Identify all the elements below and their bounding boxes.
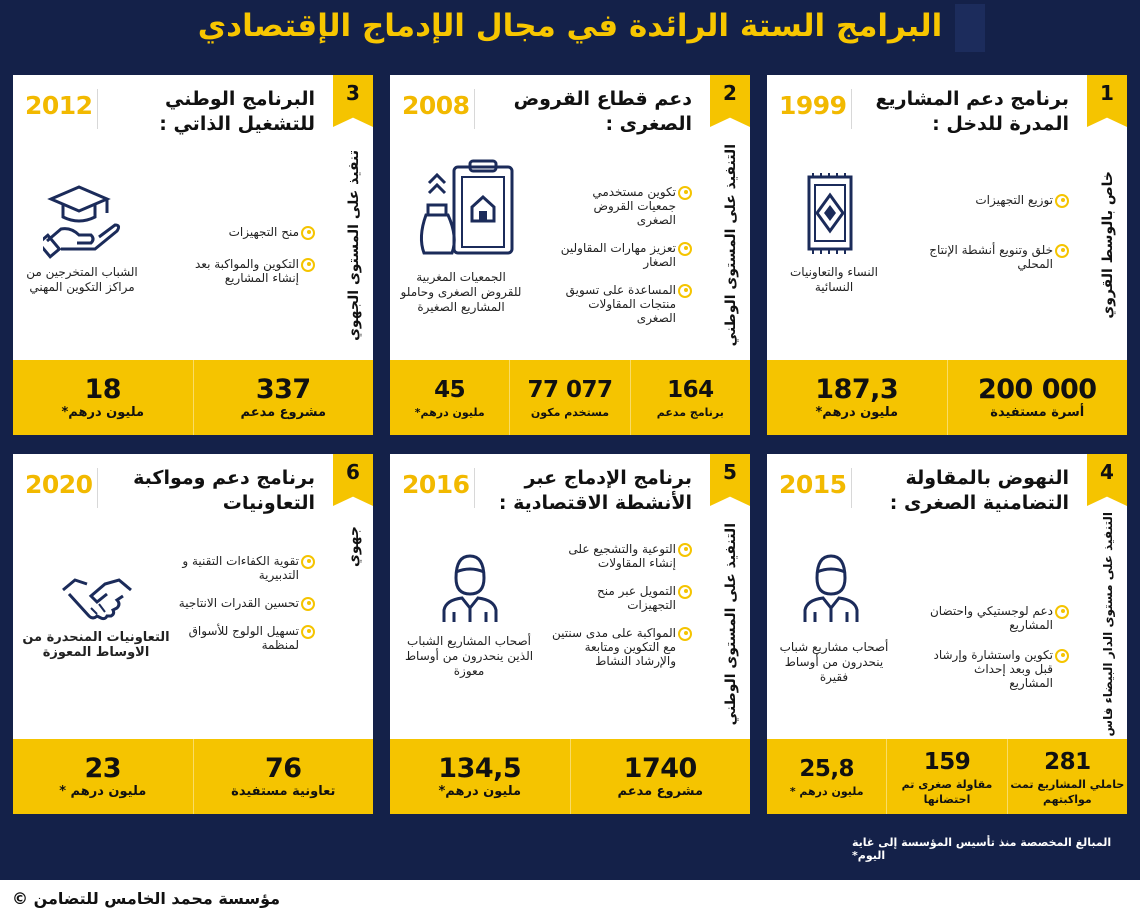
year-divider [97, 89, 98, 129]
stat-item: 281 حاملي المشاريع تمت مواكبتهم [1010, 748, 1125, 806]
stat-item: 200 000 أسرة مستفيدة [977, 374, 1097, 421]
card-title: برنامج الإدماج عبر الأنشطة الاقتصادية : [498, 467, 692, 514]
rug-icon [803, 173, 857, 259]
card-number-badge: 2 [710, 75, 750, 127]
bullet-item: تكوين مستخدمي جمعيات القروض الصغرى [552, 185, 692, 227]
card-beneficiary: التعاونيات المنحدرة من الاوساط المعوزة [22, 630, 170, 660]
bullet-item: توزيع التجهيزات [929, 193, 1069, 208]
stat-item: 23 مليون درهم * [13, 739, 194, 814]
program-card-6: 6 جهوي برنامج دعم ومواكبة التعاونيات 202… [13, 454, 373, 814]
card-number-badge: 5 [710, 454, 750, 506]
card-number-badge: 3 [333, 75, 373, 127]
card-title: دعم قطاع القروض الصغرى : [513, 88, 692, 135]
money-bag-clipboard-icon [414, 157, 524, 261]
stat-item: 77 077 مستخدم مكون [510, 360, 631, 435]
program-card-3: 3 تنفيذ على المستوى الجهوي البرنامج الوط… [13, 75, 373, 435]
card-year: 2020 [25, 470, 93, 499]
card-bullets: منح التجهيزات التكوين والمواكبة بعد إنشا… [175, 225, 315, 299]
stat-item: 187,3 مليون درهم* [767, 360, 948, 435]
bullet-item: تقوية الكفاءات التقنية و التدبيرية [165, 554, 315, 582]
card-stats: 1740 مشروع مدعم 134,5 مليون درهم* [390, 739, 750, 814]
stat-item: 159 مقاولة صغرى تم احتضانها [887, 739, 1008, 814]
card-bullets: توزيع التجهيزات خلق وتنويع أنشطة الإنتاج… [929, 193, 1069, 285]
card-stats: 76 تعاونية مستفيدة 23 مليون درهم * [13, 739, 373, 814]
stat-item: 1740 مشروع مدعم [617, 753, 703, 800]
bullet-item: منح التجهيزات [175, 225, 315, 240]
program-card-2: 2 التنفيذ على المستوى الوطني دعم قطاع ال… [390, 75, 750, 435]
card-vertical-label: التنفيذ على المستوى الوطني [723, 522, 739, 726]
card-beneficiary: الشباب المتخرجين من مراكز التكوين المهني [26, 265, 138, 294]
card-year: 2008 [402, 91, 470, 120]
card-stats: 337 مشروع مدعم 18 مليون درهم* [13, 360, 373, 435]
card-vertical-label: تنفيذ على المستوى الجهوي [346, 149, 362, 341]
year-divider [851, 89, 852, 129]
stat-item: 45 مليون درهم* [390, 360, 511, 435]
person-icon [803, 552, 859, 628]
card-beneficiary: النساء والتعاونيات النسائية [790, 265, 878, 294]
card-number-badge: 1 [1087, 75, 1127, 127]
bullet-item: تسهيل الولوج للأسواق لمنظمة [165, 624, 315, 652]
card-beneficiary: أصحاب المشاريع الشباب الذين ينحدرون من أ… [404, 634, 534, 678]
card-title: البرنامج الوطني للتشغيل الذاتي : [159, 88, 315, 135]
stat-item: 76 تعاونية مستفيدة [231, 753, 336, 800]
card-title: النهوض بالمقاولة التضامنية الصغرى : [889, 467, 1069, 514]
funding-note: المبالغ المخصصة منذ تأسيس المؤسسة إلى غا… [852, 836, 1112, 862]
footer-credit: مؤسسة محمد الخامس للتضامن © [12, 889, 281, 908]
card-beneficiary: الجمعيات المغربية للقروض الصغرى وحاملو ا… [400, 270, 522, 314]
card-stats: 164 برنامج مدعم 77 077 مستخدم مكون 45 مل… [390, 360, 750, 435]
card-bullets: تكوين مستخدمي جمعيات القروض الصغرى تعزيز… [552, 185, 692, 339]
year-divider [474, 89, 475, 129]
graduation-cap-hand-icon [36, 183, 123, 263]
bullet-item: المساعدة على تسويق منتجات المقاولات الصغ… [552, 283, 692, 325]
card-beneficiary: أصحاب مشاريع شباب ينحدرون من أوساط فقيرة [779, 640, 889, 684]
card-bullets: دعم لوجستيكي واحتضان المشاريع تكوين واست… [929, 604, 1069, 704]
stat-item: 18 مليون درهم* [13, 360, 194, 435]
handshake-icon [61, 572, 133, 628]
card-title: برنامج دعم المشاريع المدرة للدخل : [875, 88, 1069, 135]
bullet-item: المواكبة على مدى سنتين مع التكوين ومتابع… [552, 626, 692, 668]
card-vertical-label: التنفيذ على مستوى الدار البيضاء فاس [1101, 511, 1115, 737]
page-title: البرامج الستة الرائدة في مجال الإدماج ال… [197, 8, 943, 44]
year-divider [474, 468, 475, 508]
bullet-item: خلق وتنويع أنشطة الإنتاج المحلي [929, 243, 1069, 271]
card-vertical-label: خاص بالوسط القروي [1100, 171, 1116, 319]
card-number-badge: 6 [333, 454, 373, 506]
program-card-1: 1 خاص بالوسط القروي برنامج دعم المشاريع … [767, 75, 1127, 435]
bullet-item: دعم لوجستيكي واحتضان المشاريع [929, 604, 1069, 632]
bullet-item: التمويل عبر منح التجهيزات [552, 584, 692, 612]
card-year: 2015 [779, 470, 847, 499]
year-divider [851, 468, 852, 508]
stat-item: 134,5 مليون درهم* [390, 739, 571, 814]
card-vertical-label: التنفيذ على المستوى الوطني [723, 143, 739, 347]
stat-item: 25,8 مليون درهم * [767, 739, 888, 814]
title-bar: البرامج الستة الرائدة في مجال الإدماج ال… [0, 0, 1140, 60]
program-card-4: 4 التنفيذ على مستوى الدار البيضاء فاس ال… [767, 454, 1127, 814]
stat-item: 164 برنامج مدعم [656, 377, 724, 419]
person-icon [442, 552, 498, 628]
card-title: برنامج دعم ومواكبة التعاونيات [133, 467, 315, 514]
card-stats: 200 000 أسرة مستفيدة 187,3 مليون درهم* [767, 360, 1127, 435]
card-year: 1999 [779, 91, 847, 120]
bullet-item: تحسين القدرات الانتاجية [165, 596, 315, 611]
card-year: 2016 [402, 470, 470, 499]
card-year: 2012 [25, 91, 93, 120]
stat-item: 337 مشروع مدعم [240, 374, 326, 421]
card-vertical-label: جهوي [346, 525, 362, 567]
program-card-5: 5 التنفيذ على المستوى الوطني برنامج الإد… [390, 454, 750, 814]
card-bullets: تقوية الكفاءات التقنية و التدبيرية تحسين… [165, 554, 315, 666]
title-decoration [955, 4, 985, 52]
year-divider [97, 468, 98, 508]
bullet-item: التوعية والتشجيع على إنشاء المقاولات [552, 542, 692, 570]
bullet-item: التكوين والمواكبة بعد إنشاء المشاريع [175, 257, 315, 285]
card-stats: 281 حاملي المشاريع تمت مواكبتهم 159 مقاو… [767, 739, 1127, 814]
infographic-background: البرامج الستة الرائدة في مجال الإدماج ال… [0, 0, 1140, 880]
bullet-item: تكوين واستشارة وإرشاد قبل وبعد إحداث الم… [929, 648, 1069, 690]
card-bullets: التوعية والتشجيع على إنشاء المقاولات الت… [552, 542, 692, 682]
bullet-item: تعزيز مهارات المقاولين الصغار [552, 241, 692, 269]
card-number-badge: 4 [1087, 454, 1127, 506]
